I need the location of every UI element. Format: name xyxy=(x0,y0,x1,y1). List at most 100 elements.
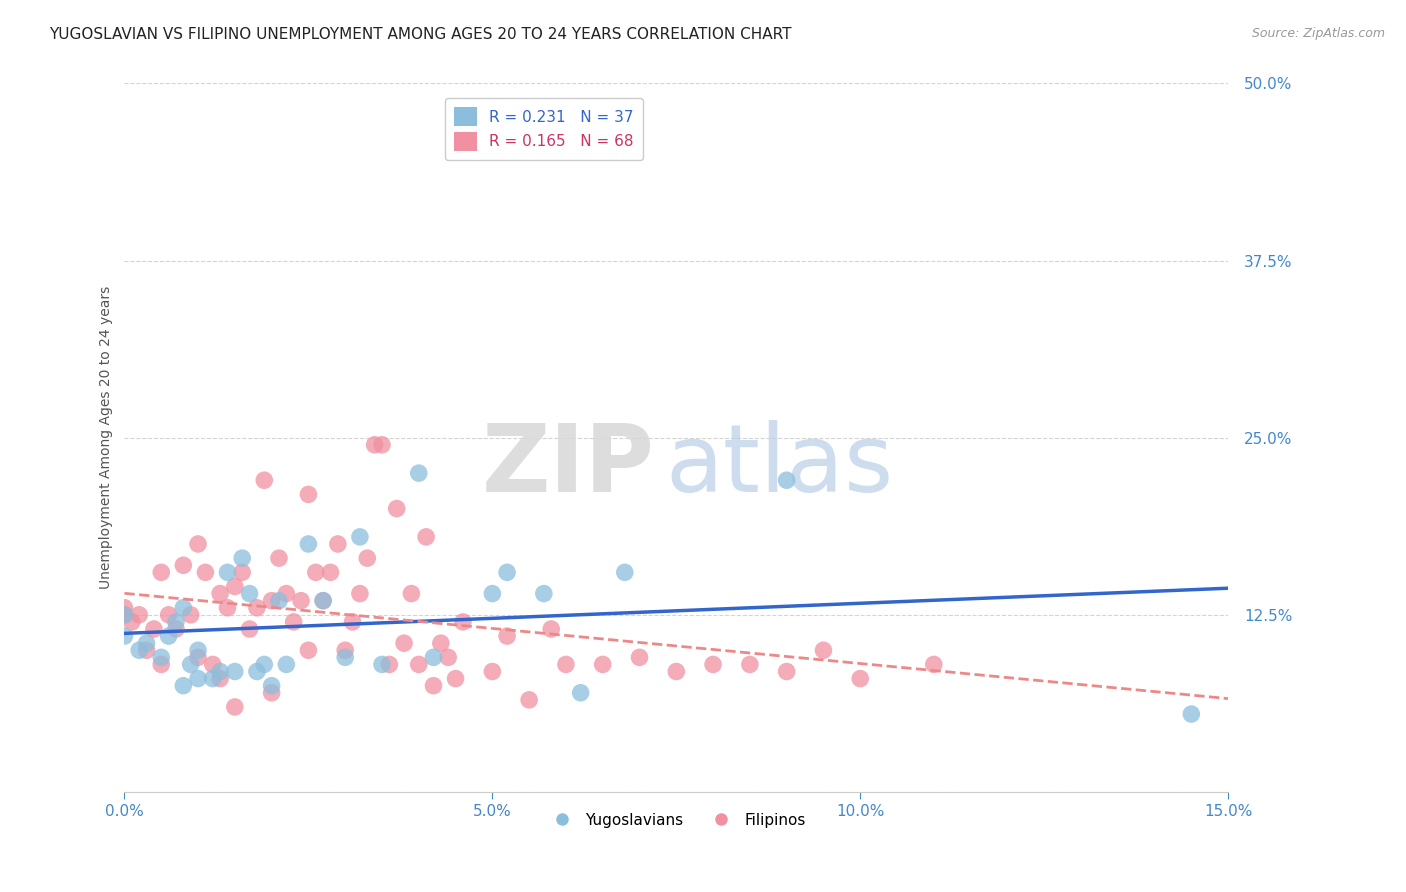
Point xyxy=(408,466,430,480)
Point xyxy=(135,636,157,650)
Point xyxy=(342,615,364,629)
Point xyxy=(517,693,540,707)
Point xyxy=(702,657,724,672)
Text: YUGOSLAVIAN VS FILIPINO UNEMPLOYMENT AMONG AGES 20 TO 24 YEARS CORRELATION CHART: YUGOSLAVIAN VS FILIPINO UNEMPLOYMENT AMO… xyxy=(49,27,792,42)
Point xyxy=(260,686,283,700)
Point xyxy=(305,566,328,580)
Point xyxy=(135,643,157,657)
Point xyxy=(738,657,761,672)
Point xyxy=(319,566,342,580)
Point xyxy=(187,537,209,551)
Point xyxy=(231,566,253,580)
Point xyxy=(401,586,423,600)
Point xyxy=(297,487,319,501)
Point xyxy=(392,636,415,650)
Point xyxy=(297,643,319,657)
Point xyxy=(665,665,688,679)
Point xyxy=(172,558,194,573)
Point xyxy=(114,607,136,622)
Point xyxy=(569,686,592,700)
Point xyxy=(775,473,797,487)
Point xyxy=(238,586,260,600)
Point xyxy=(408,657,430,672)
Point xyxy=(326,537,349,551)
Point xyxy=(813,643,835,657)
Point xyxy=(180,657,202,672)
Point xyxy=(371,657,394,672)
Point xyxy=(533,586,555,600)
Point xyxy=(276,657,298,672)
Point xyxy=(253,657,276,672)
Point xyxy=(378,657,401,672)
Point xyxy=(194,566,217,580)
Point xyxy=(165,622,187,636)
Point xyxy=(150,650,173,665)
Y-axis label: Unemployment Among Ages 20 to 24 years: Unemployment Among Ages 20 to 24 years xyxy=(100,286,114,590)
Point xyxy=(187,643,209,657)
Point xyxy=(150,566,173,580)
Point xyxy=(592,657,614,672)
Point xyxy=(201,657,224,672)
Point xyxy=(613,566,636,580)
Point xyxy=(335,650,357,665)
Point xyxy=(283,615,305,629)
Point xyxy=(165,615,187,629)
Point xyxy=(224,579,246,593)
Point xyxy=(217,566,239,580)
Point xyxy=(114,629,136,643)
Point xyxy=(363,438,385,452)
Point xyxy=(349,530,371,544)
Point xyxy=(246,600,269,615)
Point xyxy=(157,607,180,622)
Point xyxy=(540,622,562,636)
Point xyxy=(481,586,503,600)
Text: ZIP: ZIP xyxy=(481,420,654,512)
Point xyxy=(312,593,335,607)
Point xyxy=(267,593,290,607)
Point xyxy=(430,636,453,650)
Point xyxy=(209,665,232,679)
Point xyxy=(775,665,797,679)
Point xyxy=(209,586,232,600)
Point xyxy=(157,629,180,643)
Point xyxy=(267,551,290,566)
Point xyxy=(371,438,394,452)
Point xyxy=(201,672,224,686)
Point xyxy=(422,679,444,693)
Point xyxy=(422,650,444,665)
Point xyxy=(209,672,232,686)
Point xyxy=(128,607,150,622)
Point xyxy=(312,593,335,607)
Point xyxy=(180,607,202,622)
Point xyxy=(496,566,519,580)
Point xyxy=(260,679,283,693)
Point xyxy=(444,672,467,686)
Point xyxy=(555,657,578,672)
Point xyxy=(849,672,872,686)
Point xyxy=(172,600,194,615)
Point xyxy=(217,600,239,615)
Point xyxy=(922,657,945,672)
Point xyxy=(246,665,269,679)
Point xyxy=(224,700,246,714)
Point xyxy=(335,643,357,657)
Text: Source: ZipAtlas.com: Source: ZipAtlas.com xyxy=(1251,27,1385,40)
Point xyxy=(172,679,194,693)
Point xyxy=(142,622,165,636)
Point xyxy=(276,586,298,600)
Point xyxy=(349,586,371,600)
Point xyxy=(114,607,136,622)
Point xyxy=(385,501,408,516)
Text: atlas: atlas xyxy=(665,420,893,512)
Point xyxy=(437,650,460,665)
Point xyxy=(238,622,260,636)
Legend: Yugoslavians, Filipinos: Yugoslavians, Filipinos xyxy=(541,806,811,834)
Point xyxy=(496,629,519,643)
Point xyxy=(150,657,173,672)
Point xyxy=(128,643,150,657)
Point xyxy=(114,600,136,615)
Point xyxy=(231,551,253,566)
Point xyxy=(121,615,143,629)
Point xyxy=(224,665,246,679)
Point xyxy=(253,473,276,487)
